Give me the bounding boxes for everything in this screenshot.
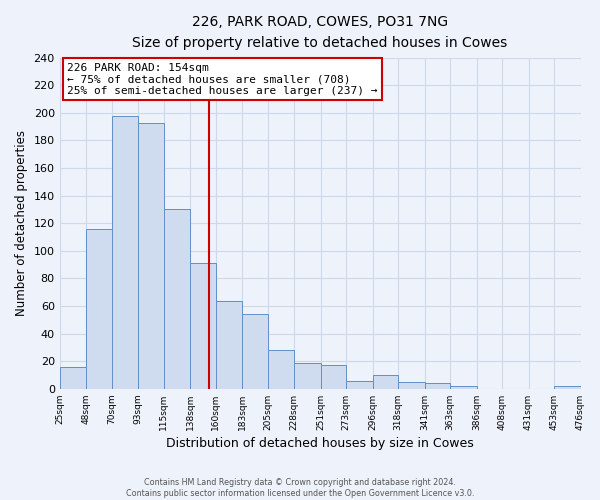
Bar (138, 122, 164, 389)
Bar (554, 386, 581, 389)
Bar (373, 375, 398, 389)
Y-axis label: Number of detached properties: Number of detached properties (15, 130, 28, 316)
Bar (294, 362, 320, 389)
X-axis label: Distribution of detached houses by size in Cowes: Distribution of detached houses by size … (166, 437, 474, 450)
Bar (164, 210, 190, 389)
Bar (190, 264, 215, 389)
Bar (59, 366, 86, 389)
Bar (86, 229, 112, 389)
Bar (268, 350, 294, 389)
Text: Contains HM Land Registry data © Crown copyright and database right 2024.
Contai: Contains HM Land Registry data © Crown c… (126, 478, 474, 498)
Bar (320, 366, 346, 389)
Bar (242, 314, 268, 389)
Title: 226, PARK ROAD, COWES, PO31 7NG
Size of property relative to detached houses in : 226, PARK ROAD, COWES, PO31 7NG Size of … (133, 15, 508, 50)
Text: 226 PARK ROAD: 154sqm
← 75% of detached houses are smaller (708)
25% of semi-det: 226 PARK ROAD: 154sqm ← 75% of detached … (67, 62, 378, 96)
Bar (346, 380, 373, 389)
Bar (450, 386, 476, 389)
Bar (398, 382, 425, 389)
Bar (112, 116, 138, 389)
Bar (425, 384, 450, 389)
Bar (215, 300, 242, 389)
